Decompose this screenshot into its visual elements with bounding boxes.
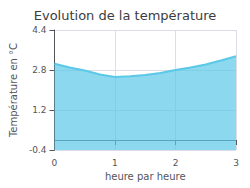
svg-text:2: 2 bbox=[173, 158, 179, 168]
svg-text:-0.4: -0.4 bbox=[29, 145, 47, 155]
svg-text:heure par heure: heure par heure bbox=[105, 171, 186, 182]
svg-text:0: 0 bbox=[52, 158, 58, 168]
svg-text:2.8: 2.8 bbox=[32, 65, 47, 75]
svg-text:Température en °C: Température en °C bbox=[8, 43, 19, 138]
svg-text:Evolution de la température: Evolution de la température bbox=[34, 8, 217, 23]
svg-text:1.2: 1.2 bbox=[32, 105, 46, 115]
svg-text:4.4: 4.4 bbox=[32, 25, 47, 35]
svg-text:3: 3 bbox=[233, 158, 239, 168]
svg-text:1: 1 bbox=[112, 158, 118, 168]
